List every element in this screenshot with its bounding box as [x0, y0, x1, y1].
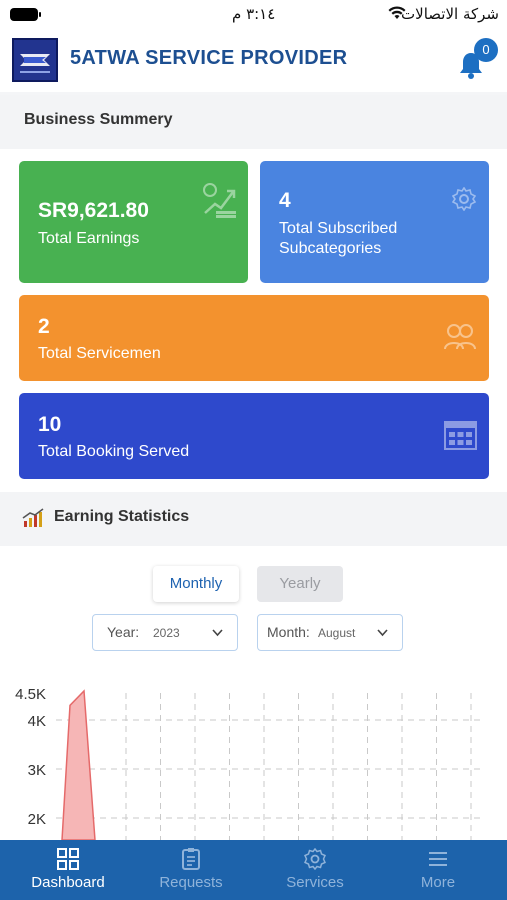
total-subcategories-value: 4: [279, 189, 291, 212]
year-select[interactable]: Year: 2023: [92, 614, 238, 651]
total-bookings-card[interactable]: 10 Total Booking Served: [19, 393, 489, 479]
total-subcategories-card[interactable]: 4 Total Subscribed Subcategories: [260, 161, 489, 283]
earning-statistics-title: Earning Statistics: [54, 508, 190, 525]
earning-area-chart: 4.5K 4K 3K 2K: [15, 686, 482, 840]
nav-requests[interactable]: Requests: [131, 840, 251, 900]
y-tick-label: 4K: [28, 713, 46, 730]
status-time: ٣:١٤ م: [232, 5, 276, 23]
servicemen-group-icon: [444, 324, 476, 350]
notification-badge[interactable]: 0: [474, 38, 498, 62]
calendar-icon: [444, 421, 477, 450]
month-select-label: Month:: [267, 624, 310, 640]
battery-icon: [10, 8, 41, 21]
chevron-down-icon: [377, 629, 388, 637]
bottom-navigation: Dashboard Requests Services More: [0, 840, 507, 900]
total-bookings-label: Total Booking Served: [38, 443, 190, 460]
clipboard-icon: [182, 848, 200, 870]
business-summary-title: Business Summery: [24, 111, 173, 128]
total-bookings-value: 10: [38, 413, 62, 436]
nav-dashboard[interactable]: Dashboard: [8, 840, 128, 900]
grid-icon: [57, 848, 79, 870]
nav-services-label: Services: [286, 874, 344, 891]
business-summary-header: Business Summery: [0, 95, 507, 149]
carrier-name: شركة الاتصالات: [401, 5, 499, 23]
status-bar: ٣:١٤ م شركة الاتصالات: [0, 0, 507, 30]
nav-services[interactable]: Services: [255, 840, 375, 900]
month-select[interactable]: Month: August: [257, 614, 403, 651]
earnings-area-series: [61, 689, 96, 840]
y-tick-label: 3K: [28, 762, 46, 779]
total-servicemen-label: Total Servicemen: [38, 345, 161, 362]
app-logo: [12, 38, 58, 82]
total-servicemen-value: 2: [38, 315, 50, 338]
earning-statistics-header: Earning Statistics: [0, 492, 507, 546]
brand-title: 5ATWA SERVICE PROVIDER: [70, 47, 348, 69]
settings-gear-icon: [452, 187, 476, 211]
total-subcategories-label: Total Subscribed Subcategories: [279, 220, 398, 257]
gear-icon: [304, 848, 326, 870]
menu-icon: [429, 852, 447, 866]
chevron-down-icon: [212, 629, 223, 637]
monthly-toggle-button[interactable]: Monthly: [153, 566, 239, 602]
app-header: 5ATWA SERVICE PROVIDER 0: [0, 30, 507, 92]
nav-requests-label: Requests: [159, 874, 223, 891]
month-select-value: August: [318, 626, 356, 640]
total-servicemen-card[interactable]: 2 Total Servicemen: [19, 295, 489, 381]
y-tick-label: 4.5K: [15, 686, 46, 703]
nav-dashboard-label: Dashboard: [31, 874, 105, 891]
nav-more-label: More: [420, 874, 456, 891]
y-tick-label: 2K: [28, 811, 46, 828]
statistics-chart-icon: [22, 508, 44, 527]
year-select-label: Year:: [107, 624, 140, 640]
wifi-icon: [388, 6, 406, 19]
total-earnings-value: SR9,621.80: [38, 199, 149, 222]
total-earnings-card[interactable]: SR9,621.80 Total Earnings: [19, 161, 248, 283]
yearly-toggle-button[interactable]: Yearly: [257, 566, 343, 602]
nav-more[interactable]: More: [378, 840, 498, 900]
earnings-growth-icon: [203, 183, 236, 218]
year-select-value: 2023: [153, 626, 180, 640]
total-earnings-label: Total Earnings: [38, 230, 140, 247]
